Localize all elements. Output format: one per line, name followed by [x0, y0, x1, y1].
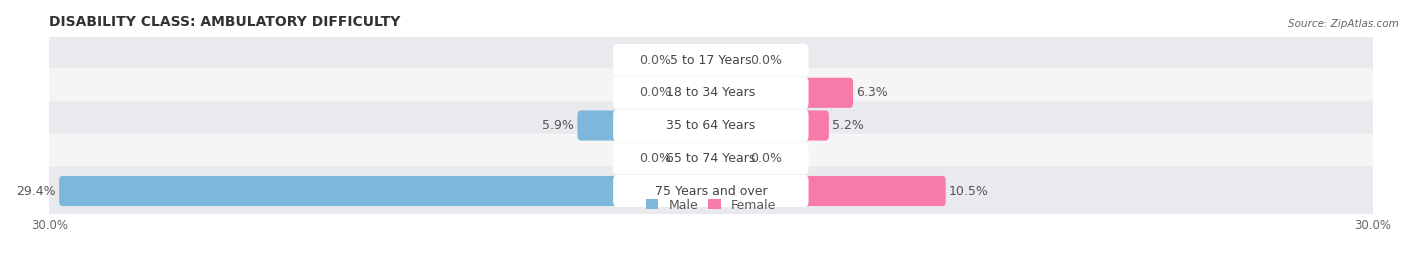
Text: 0.0%: 0.0% [640, 54, 671, 66]
FancyBboxPatch shape [42, 165, 1379, 217]
FancyBboxPatch shape [707, 78, 853, 108]
FancyBboxPatch shape [707, 45, 747, 75]
FancyBboxPatch shape [613, 77, 808, 109]
FancyBboxPatch shape [42, 68, 1379, 117]
FancyBboxPatch shape [42, 100, 1379, 151]
Legend: Male, Female: Male, Female [641, 193, 780, 217]
Text: 10.5%: 10.5% [949, 185, 988, 197]
Text: DISABILITY CLASS: AMBULATORY DIFFICULTY: DISABILITY CLASS: AMBULATORY DIFFICULTY [49, 15, 401, 29]
FancyBboxPatch shape [42, 134, 1379, 183]
Text: 0.0%: 0.0% [751, 152, 783, 165]
FancyBboxPatch shape [42, 36, 1379, 84]
Text: 5.2%: 5.2% [832, 119, 865, 132]
FancyBboxPatch shape [42, 101, 1379, 150]
FancyBboxPatch shape [675, 143, 714, 173]
Text: 0.0%: 0.0% [640, 152, 671, 165]
FancyBboxPatch shape [613, 44, 808, 76]
FancyBboxPatch shape [613, 142, 808, 174]
FancyBboxPatch shape [675, 45, 714, 75]
FancyBboxPatch shape [707, 176, 946, 206]
Text: 65 to 74 Years: 65 to 74 Years [666, 152, 755, 165]
Text: 18 to 34 Years: 18 to 34 Years [666, 86, 755, 99]
Text: 0.0%: 0.0% [751, 54, 783, 66]
FancyBboxPatch shape [42, 67, 1379, 118]
FancyBboxPatch shape [613, 109, 808, 141]
Text: 5 to 17 Years: 5 to 17 Years [671, 54, 752, 66]
FancyBboxPatch shape [707, 143, 747, 173]
FancyBboxPatch shape [42, 133, 1379, 184]
FancyBboxPatch shape [707, 111, 828, 141]
Text: 75 Years and over: 75 Years and over [655, 185, 768, 197]
FancyBboxPatch shape [42, 167, 1379, 215]
FancyBboxPatch shape [675, 78, 714, 108]
Text: 5.9%: 5.9% [543, 119, 574, 132]
FancyBboxPatch shape [59, 176, 714, 206]
Text: 35 to 64 Years: 35 to 64 Years [666, 119, 755, 132]
FancyBboxPatch shape [613, 175, 808, 207]
FancyBboxPatch shape [578, 111, 714, 141]
Text: Source: ZipAtlas.com: Source: ZipAtlas.com [1288, 19, 1399, 29]
Text: 29.4%: 29.4% [15, 185, 56, 197]
Text: 0.0%: 0.0% [640, 86, 671, 99]
Text: 6.3%: 6.3% [856, 86, 889, 99]
FancyBboxPatch shape [42, 34, 1379, 86]
